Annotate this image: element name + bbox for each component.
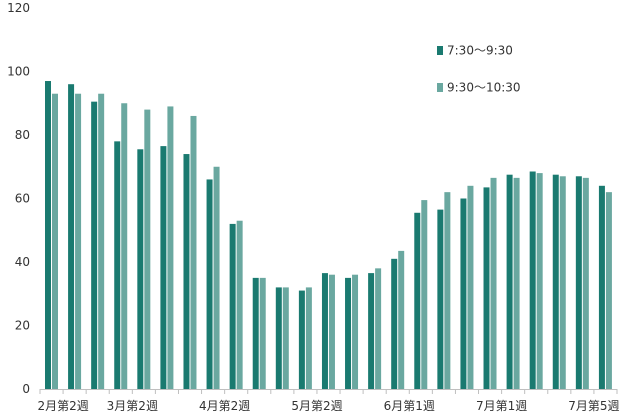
x-axis: 2月第2週 3月第2週 4月第2週 5月第2週 6月第1週 7月第1週 7月第5週 (37, 389, 620, 413)
bar-series-2 (582, 177, 589, 389)
bar-series-1 (160, 146, 167, 389)
y-tick-label: 100 (7, 65, 30, 79)
bar-series-2 (98, 93, 105, 389)
y-tick-label: 40 (15, 255, 30, 269)
bar-series-2 (398, 250, 405, 389)
x-tick-label: 7月第5週 (568, 399, 619, 413)
bar-series-2 (467, 185, 474, 389)
bar-series-1 (45, 81, 51, 390)
x-tick-label: 3月第2週 (107, 399, 158, 413)
bar-series-2 (236, 220, 243, 389)
bars (45, 81, 612, 390)
legend-label: 9:30～10:30 (447, 81, 521, 95)
bar-series-1 (275, 287, 282, 389)
bar-series-2 (167, 106, 174, 390)
y-axis: 0 20 40 60 80 100 120 (7, 1, 30, 396)
bar-series-2 (213, 166, 220, 389)
bar-series-2 (305, 287, 312, 389)
bar-series-1 (483, 187, 490, 389)
bar-series-2 (536, 173, 543, 389)
bar-series-1 (321, 273, 328, 389)
y-tick-label: 120 (7, 1, 30, 15)
y-tick-label: 60 (15, 192, 30, 206)
bar-series-1 (229, 223, 236, 389)
bar-series-1 (183, 154, 190, 389)
bar-series-1 (68, 84, 75, 389)
bar-series-2 (190, 115, 197, 389)
bar-series-2 (375, 268, 382, 389)
bar-series-2 (52, 93, 58, 389)
x-tick-label: 5月第2週 (291, 399, 342, 413)
legend-swatch (437, 83, 443, 92)
bar-series-1 (437, 209, 444, 389)
bar-series-2 (490, 177, 497, 389)
bar-series-2 (444, 192, 451, 389)
bar-series-1 (552, 174, 559, 389)
y-tick-label: 80 (15, 128, 30, 142)
bar-series-2 (513, 177, 520, 389)
x-tick-label: 4月第2週 (199, 399, 250, 413)
bar-series-1 (91, 101, 98, 389)
bar-series-2 (352, 274, 359, 389)
y-tick-label: 0 (22, 382, 30, 396)
bar-series-1 (298, 290, 305, 389)
bar-series-2 (121, 103, 128, 389)
bar-series-2 (559, 176, 566, 389)
bar-series-1 (575, 176, 582, 389)
bar-series-1 (137, 149, 144, 389)
bar-series-1 (206, 179, 213, 389)
bar-series-1 (414, 212, 421, 389)
bar-series-1 (506, 174, 513, 389)
bar-series-2 (75, 93, 82, 389)
x-tick-label: 2月第2週 (37, 399, 88, 413)
bar-series-1 (114, 141, 121, 389)
legend-swatch (437, 46, 443, 55)
bar-series-2 (259, 277, 266, 390)
bar-series-1 (598, 185, 605, 389)
bar-series-1 (391, 258, 398, 389)
x-tick-label: 6月第1週 (384, 399, 435, 413)
bar-series-2 (282, 287, 289, 389)
legend: 7:30～9:30 9:30～10:30 (437, 44, 521, 95)
legend-label: 7:30～9:30 (447, 44, 513, 58)
y-tick-label: 20 (15, 319, 30, 333)
bar-series-2 (144, 109, 151, 389)
x-tick-label: 7月第1週 (476, 399, 527, 413)
bar-series-2 (605, 192, 612, 389)
bar-series-1 (460, 198, 467, 389)
bar-series-1 (529, 171, 536, 389)
bar-series-1 (368, 273, 375, 389)
bar-series-2 (328, 274, 335, 389)
bar-series-1 (252, 277, 259, 390)
bar-series-1 (345, 277, 352, 390)
bar-series-2 (421, 200, 428, 389)
